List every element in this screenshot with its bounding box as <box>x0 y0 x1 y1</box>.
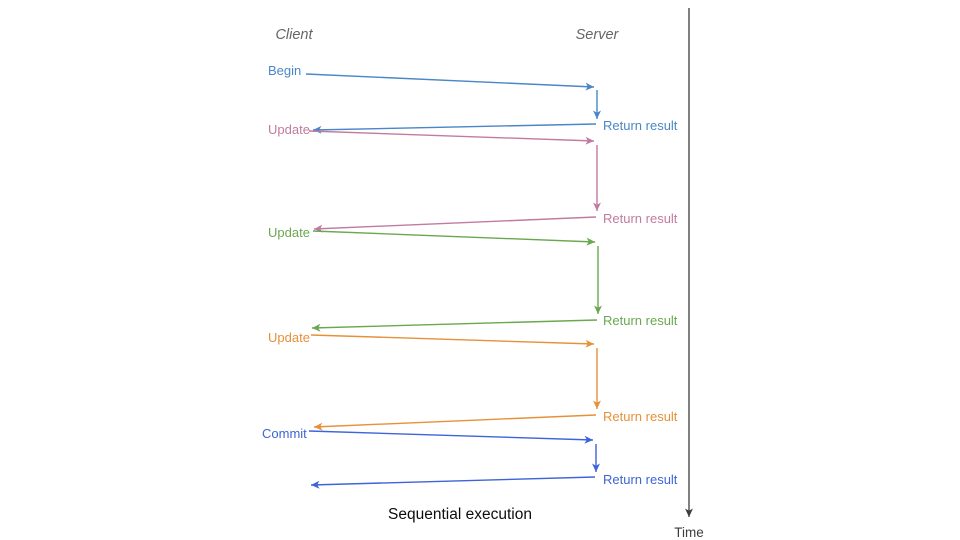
transaction-update-1: Update Return result <box>268 122 678 233</box>
message-label: Update <box>268 225 310 240</box>
return-arrow <box>313 414 597 431</box>
message-label: Begin <box>268 63 301 78</box>
return-arrow <box>313 216 597 233</box>
transaction-begin: Begin Return result <box>268 63 678 134</box>
request-arrow <box>308 130 595 145</box>
return-result-label: Return result <box>603 211 678 226</box>
server-header: Server <box>576 27 620 43</box>
diagram-caption: Sequential execution <box>388 506 532 523</box>
time-axis-label: Time <box>674 525 704 540</box>
return-result-label: Return result <box>603 472 678 487</box>
client-header: Client <box>275 27 313 43</box>
return-result-label: Return result <box>603 313 678 328</box>
request-arrow <box>312 230 596 246</box>
message-label: Update <box>268 330 310 345</box>
message-label: Commit <box>262 426 307 441</box>
request-arrow <box>308 430 594 444</box>
transaction-commit: Commit Return result <box>262 426 678 489</box>
return-arrow <box>311 319 598 332</box>
return-result-label: Return result <box>603 409 678 424</box>
time-axis: Time <box>674 8 704 540</box>
request-arrow <box>305 73 595 91</box>
transaction-update-3: Update Return result <box>268 330 678 431</box>
message-label: Update <box>268 122 310 137</box>
return-result-label: Return result <box>603 118 678 133</box>
return-arrow <box>312 123 597 134</box>
transaction-update-2: Update Return result <box>268 225 678 332</box>
request-arrow <box>310 334 595 348</box>
return-arrow <box>310 476 596 489</box>
